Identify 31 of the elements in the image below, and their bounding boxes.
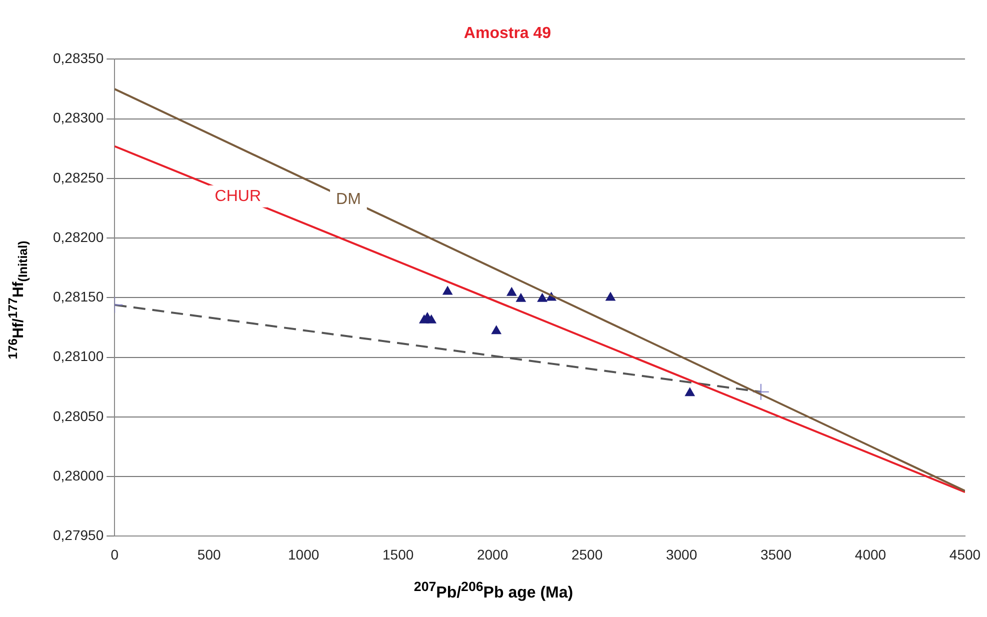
- x-tick-label: 3000: [666, 546, 698, 562]
- y-tick-label: 0,27950: [52, 527, 104, 544]
- series-label: DM: [336, 190, 361, 208]
- chart-title: Amostra 49: [464, 25, 552, 42]
- x-tick-label: 1500: [382, 546, 414, 562]
- point: [516, 293, 526, 302]
- point: [506, 287, 516, 296]
- x-tick-label: 3500: [760, 546, 792, 562]
- x-tick-label: 500: [197, 546, 221, 562]
- x-tick-label: 1000: [288, 546, 320, 562]
- series-label: CHUR: [214, 188, 262, 205]
- y-tick-label: 0,28100: [52, 348, 104, 364]
- x-tick-label: 4000: [854, 546, 886, 562]
- point: [442, 286, 452, 295]
- point: [492, 326, 502, 334]
- y-tick-label: 0,28300: [52, 110, 104, 126]
- x-tick-label: 2500: [571, 546, 603, 562]
- y-tick-label: 0,28050: [52, 408, 104, 424]
- point: [537, 293, 548, 302]
- x-tick-label: 0: [110, 546, 119, 562]
- point: [606, 292, 616, 301]
- y-tick-label: 0,28000: [52, 467, 104, 484]
- point: [685, 388, 695, 396]
- x-tick-label: 2000: [476, 546, 508, 562]
- y-tick-label: 0,28350: [52, 50, 104, 66]
- x-axis-title: $^{207}$Pb/$^{206}$Pb age (Ma): [412, 579, 574, 602]
- point: [426, 314, 436, 324]
- x-tick-label: 4500: [949, 546, 981, 562]
- y-tick-label: 0,28150: [52, 288, 104, 305]
- y-tick-label: 0,28250: [52, 169, 104, 186]
- y-tick-label: 0,28200: [52, 228, 104, 245]
